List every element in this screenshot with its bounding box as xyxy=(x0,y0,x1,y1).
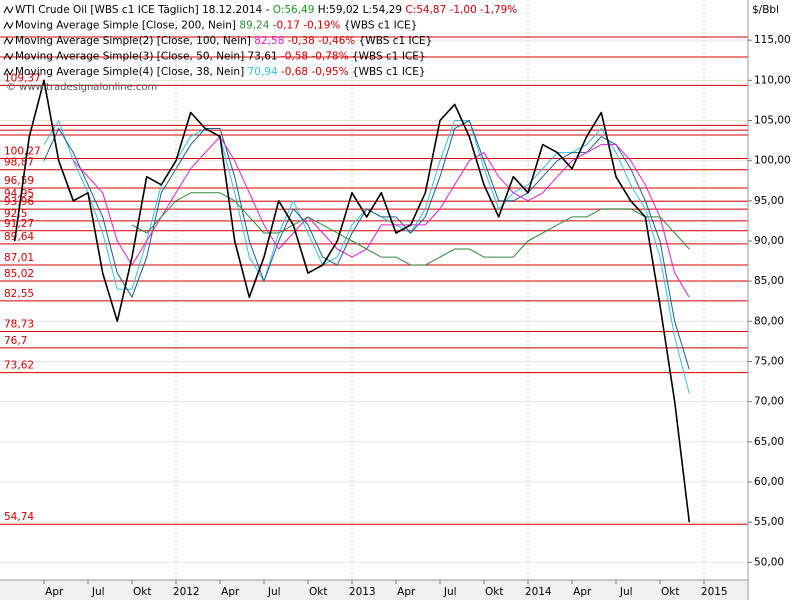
legend-entry: WTI Crude Oil [WBS c1 ICE Täglich] 18.12… xyxy=(15,4,517,16)
legend-text: Moving Average Simple [Close, 200, Nein] xyxy=(15,20,236,32)
x-tick-label: Jul xyxy=(91,586,105,598)
horizontal-line-label: 93,96 xyxy=(4,196,34,208)
legend-entry: Moving Average Simple(2) [Close, 100, Ne… xyxy=(15,35,432,47)
y-tick-label: 110,00 xyxy=(754,74,791,86)
horizontal-line-label: 76,7 xyxy=(4,335,27,347)
legend-icon xyxy=(3,21,14,29)
x-tick-label: Jul xyxy=(443,586,457,598)
horizontal-line-label: 96,59 xyxy=(4,175,34,187)
y-tick-label: 75,00 xyxy=(754,355,784,367)
x-tick-label: Okt xyxy=(309,586,327,598)
y-tick-label: 90,00 xyxy=(754,235,784,247)
legend-entry: Moving Average Simple [Close, 200, Nein]… xyxy=(15,20,417,32)
legend-icon xyxy=(3,5,14,14)
legend-text: Moving Average Simple(2) [Close, 100, Ne… xyxy=(15,35,251,47)
horizontal-line-label: 73,62 xyxy=(4,360,34,372)
legend-entry: Moving Average Simple(3) [Close, 50, Nei… xyxy=(15,51,426,63)
legend-text: 89,24 xyxy=(239,20,269,32)
x-axis-band xyxy=(0,580,748,600)
y-tick-label: 85,00 xyxy=(754,275,784,287)
y-tick-label: 105,00 xyxy=(754,114,791,126)
horizontal-line-label: 91,27 xyxy=(4,218,34,230)
legend-text: WTI Crude Oil [WBS c1 ICE Täglich] 18.12… xyxy=(15,4,270,16)
x-tick-label: Apr xyxy=(397,586,416,598)
legend-text: 82,58 xyxy=(254,35,284,47)
legend-text: {WBS c1 ICE} xyxy=(359,35,433,47)
horizontal-line-label: 98,87 xyxy=(4,157,34,169)
y-tick-label: 65,00 xyxy=(754,436,784,448)
x-tick-label: Okt xyxy=(661,586,679,598)
series-line xyxy=(72,136,690,298)
horizontal-line-label: 100,27 xyxy=(4,145,41,157)
x-tick-label: 2013 xyxy=(349,586,376,598)
y-tick-label: 55,00 xyxy=(754,516,784,528)
legend-text: -0,38 -0,46% xyxy=(288,35,356,47)
y-tick-label: 60,00 xyxy=(754,476,784,488)
y-tick-label: 50,00 xyxy=(754,556,784,568)
legend: WTI Crude Oil [WBS c1 ICE Täglich] 18.12… xyxy=(3,4,517,78)
series-line xyxy=(13,79,691,523)
plot xyxy=(13,79,691,523)
x-tick-label: 2014 xyxy=(525,586,552,598)
legend-text: 70,94 xyxy=(248,66,278,78)
x-tick-label: 2012 xyxy=(173,586,200,598)
legend-text: -0,58 -0,78% xyxy=(281,51,349,63)
legend-text: C:54,87 -1,00 -1,79% xyxy=(405,4,517,16)
x-tick-label: Apr xyxy=(221,586,240,598)
y-tick-label: 95,00 xyxy=(754,195,784,207)
legend-entry: Moving Average Simple(4) [Close, 38, Nei… xyxy=(15,66,426,78)
y-tick-label: 100,00 xyxy=(754,155,791,167)
legend-text: {WBS c1 ICE} xyxy=(352,66,426,78)
horizontal-line-label: 87,01 xyxy=(4,252,34,264)
y-unit: $/Bbl xyxy=(752,4,779,16)
y-tick-label: 115,00 xyxy=(754,34,791,46)
series-line xyxy=(43,120,690,370)
legend-icon xyxy=(3,67,14,76)
series-line xyxy=(131,192,690,266)
legend-text: O:56,49 xyxy=(273,4,315,16)
x-tick-label: Okt xyxy=(485,586,503,598)
horizontal-line-label: 85,02 xyxy=(4,268,34,280)
x-tick-label: Apr xyxy=(573,586,592,598)
horizontal-line-label: 78,73 xyxy=(4,319,34,331)
legend-text: -0,68 -0,95% xyxy=(281,66,349,78)
x-tick-label: Apr xyxy=(45,586,64,598)
legend-text: Moving Average Simple(4) [Close, 38, Nei… xyxy=(15,66,244,78)
legend-text: Moving Average Simple(3) [Close, 50, Nei… xyxy=(15,51,244,63)
x-tick-label: Jul xyxy=(619,586,633,598)
watermark: © www.tradesignalonline.com xyxy=(6,82,157,93)
horizontal-line-label: 94,95 xyxy=(4,188,34,200)
legend-text: -0,17 -0,19% xyxy=(273,20,341,32)
legend-text: H:59,02 L:54,29 xyxy=(318,4,402,16)
legend-icon xyxy=(3,36,14,45)
x-tick-label: Jul xyxy=(267,586,281,598)
legend-icon xyxy=(3,52,14,60)
horizontal-line-label: 82,55 xyxy=(4,288,34,300)
legend-text: {WBS c1 ICE} xyxy=(344,20,418,32)
legend-text: 73,61 xyxy=(248,51,278,63)
y-tick-label: 70,00 xyxy=(754,396,784,408)
x-tick-label: Okt xyxy=(133,586,151,598)
horizontal-line-label: 109,37 xyxy=(4,72,41,84)
legend-text: {WBS c1 ICE} xyxy=(352,51,426,63)
horizontal-line-label: 54,74 xyxy=(4,511,34,523)
y-tick-label: 80,00 xyxy=(754,315,784,327)
horizontal-line-label: 92,5 xyxy=(4,208,27,220)
x-tick-label: 2015 xyxy=(701,586,728,598)
horizontal-line-label: 89,64 xyxy=(4,231,34,243)
